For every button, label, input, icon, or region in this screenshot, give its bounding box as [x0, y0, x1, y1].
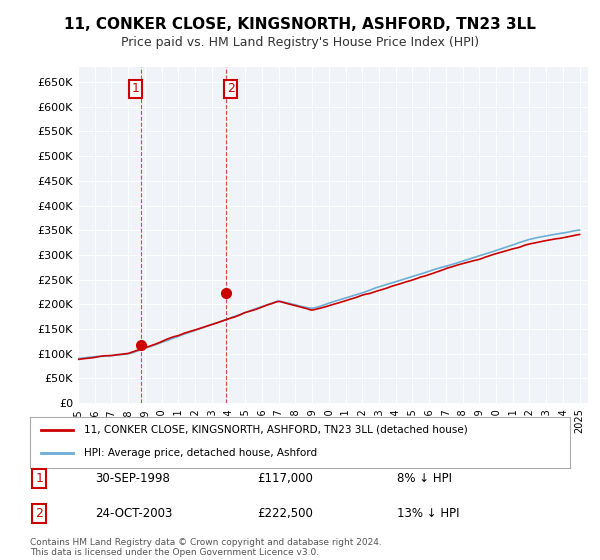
Text: 2: 2	[35, 507, 43, 520]
Text: 11, CONKER CLOSE, KINGSNORTH, ASHFORD, TN23 3LL (detached house): 11, CONKER CLOSE, KINGSNORTH, ASHFORD, T…	[84, 425, 468, 435]
Text: Contains HM Land Registry data © Crown copyright and database right 2024.
This d: Contains HM Land Registry data © Crown c…	[30, 538, 382, 557]
Text: Price paid vs. HM Land Registry's House Price Index (HPI): Price paid vs. HM Land Registry's House …	[121, 36, 479, 49]
Text: 11, CONKER CLOSE, KINGSNORTH, ASHFORD, TN23 3LL: 11, CONKER CLOSE, KINGSNORTH, ASHFORD, T…	[64, 17, 536, 32]
Text: 24-OCT-2003: 24-OCT-2003	[95, 507, 172, 520]
Text: 30-SEP-1998: 30-SEP-1998	[95, 472, 170, 485]
Text: 8% ↓ HPI: 8% ↓ HPI	[397, 472, 452, 485]
Text: £117,000: £117,000	[257, 472, 313, 485]
Text: 1: 1	[132, 82, 140, 95]
Text: £222,500: £222,500	[257, 507, 313, 520]
Text: 1: 1	[35, 472, 43, 485]
Text: 2: 2	[227, 82, 235, 95]
Text: 13% ↓ HPI: 13% ↓ HPI	[397, 507, 460, 520]
Text: HPI: Average price, detached house, Ashford: HPI: Average price, detached house, Ashf…	[84, 449, 317, 459]
